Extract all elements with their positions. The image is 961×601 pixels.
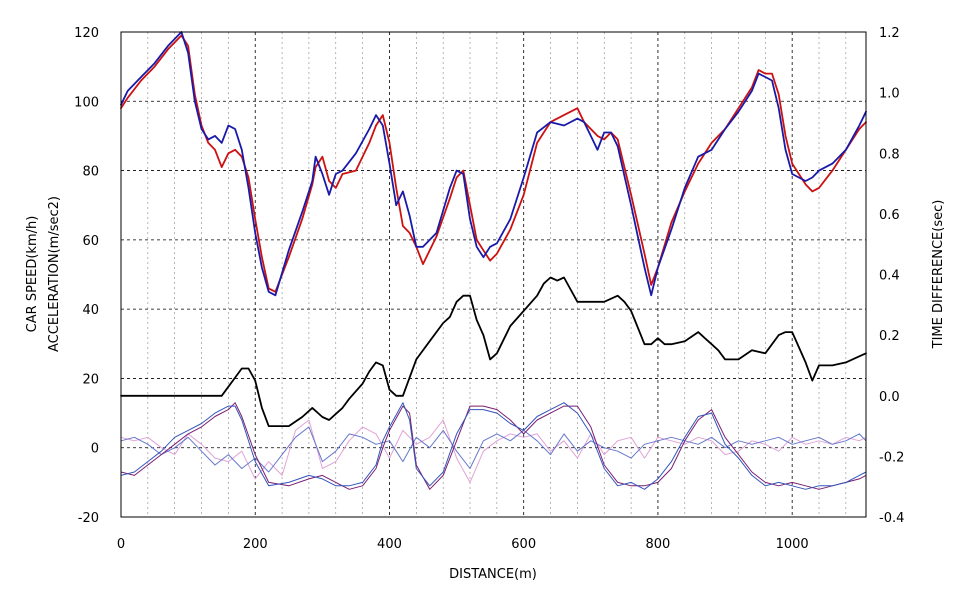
right-y-tick-label: 1.0 xyxy=(879,87,900,102)
left-y-tick-label: -20 xyxy=(78,511,99,526)
x-tick-label: 400 xyxy=(377,537,402,552)
plot-frame xyxy=(120,31,867,518)
left-y-tick-label: 80 xyxy=(82,165,99,180)
left-y-tick-label: 0 xyxy=(91,442,99,457)
series-line-7 xyxy=(120,426,867,473)
x-tick-label: 200 xyxy=(243,537,268,552)
left-y-axis-title-acceleration: ACCELERATION(m/sec2) xyxy=(47,196,62,352)
left-y-tick-label: 120 xyxy=(74,26,99,41)
left-y-tick-labels: -20 0 20 40 60 80 100 120 xyxy=(74,26,99,526)
series-line-4 xyxy=(120,402,867,490)
right-y-tick-label: 0.8 xyxy=(879,147,900,162)
left-y-tick-label: 20 xyxy=(82,372,99,387)
x-tick-labels: 0 200 400 600 800 1000 xyxy=(117,537,809,552)
series-layer xyxy=(120,31,867,490)
series-line-6 xyxy=(120,419,867,483)
x-tick-label: 1000 xyxy=(776,537,809,552)
left-y-axis-title-speed: CAR SPEED(km/h) xyxy=(25,216,40,333)
left-y-tick-label: 60 xyxy=(82,234,99,249)
series-line-2 xyxy=(120,31,867,297)
right-y-axis-title: TIME DIFFERENCE(sec) xyxy=(931,200,946,350)
right-y-tick-labels: -0.4 -0.2 0.0 0.2 0.4 0.6 0.8 1.0 1.2 xyxy=(879,26,904,526)
right-y-tick-label: 1.2 xyxy=(879,26,900,41)
series-line-1 xyxy=(120,34,867,293)
right-y-tick-label: 0.0 xyxy=(879,390,900,405)
right-y-tick-label: 0.6 xyxy=(879,208,900,223)
grid-lines xyxy=(121,32,866,517)
x-tick-label: 800 xyxy=(646,537,671,552)
left-y-tick-label: 40 xyxy=(82,303,99,318)
series-line-5 xyxy=(120,402,867,490)
series-line-3 xyxy=(120,276,867,428)
x-axis-title: DISTANCE(m) xyxy=(449,567,537,582)
right-y-tick-label: -0.2 xyxy=(879,450,904,465)
right-y-tick-label: 0.4 xyxy=(879,269,900,284)
x-tick-label: 600 xyxy=(511,537,536,552)
right-y-tick-label: -0.4 xyxy=(879,511,904,526)
x-tick-label: 0 xyxy=(117,537,125,552)
right-y-tick-label: 0.2 xyxy=(879,329,900,344)
left-y-tick-label: 100 xyxy=(74,95,99,110)
